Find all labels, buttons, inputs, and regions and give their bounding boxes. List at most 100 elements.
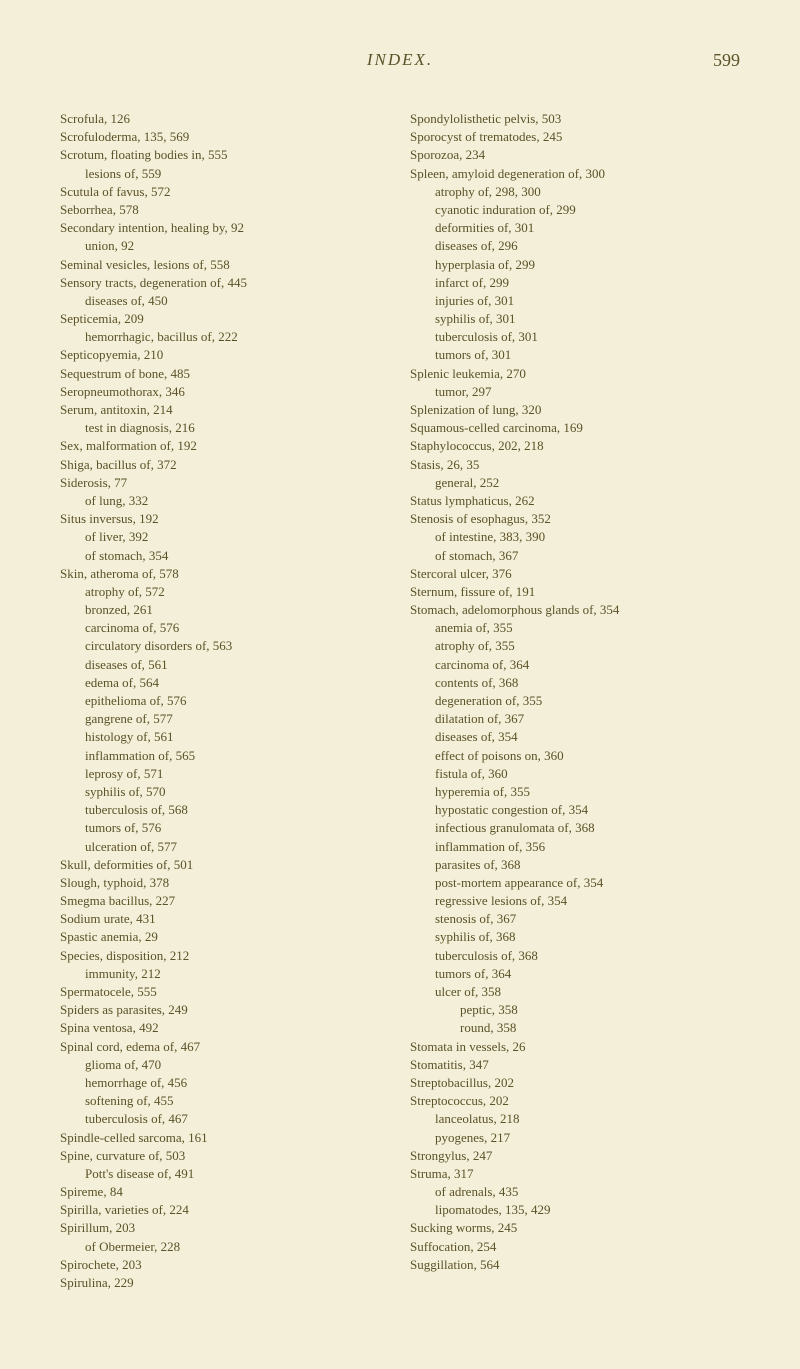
index-entry: hemorrhagic, bacillus of, 222 bbox=[60, 328, 390, 346]
index-entry: Spireme, 84 bbox=[60, 1183, 390, 1201]
index-entry: hypostatic congestion of, 354 bbox=[410, 801, 740, 819]
index-entry: Scutula of favus, 572 bbox=[60, 183, 390, 201]
index-entry: Sporocyst of trematodes, 245 bbox=[410, 128, 740, 146]
index-entry: contents of, 368 bbox=[410, 674, 740, 692]
index-entry: Shiga, bacillus of, 372 bbox=[60, 456, 390, 474]
index-entry: lesions of, 559 bbox=[60, 165, 390, 183]
index-entry: ulceration of, 577 bbox=[60, 838, 390, 856]
index-entry: Sucking worms, 245 bbox=[410, 1219, 740, 1237]
index-entry: Streptococcus, 202 bbox=[410, 1092, 740, 1110]
index-entry: Spiders as parasites, 249 bbox=[60, 1001, 390, 1019]
index-entry: Scrofula, 126 bbox=[60, 110, 390, 128]
index-entry: stenosis of, 367 bbox=[410, 910, 740, 928]
index-entry: carcinoma of, 364 bbox=[410, 656, 740, 674]
index-entry: epithelioma of, 576 bbox=[60, 692, 390, 710]
index-entry: effect of poisons on, 360 bbox=[410, 747, 740, 765]
index-entry: leprosy of, 571 bbox=[60, 765, 390, 783]
index-entry: Spine, curvature of, 503 bbox=[60, 1147, 390, 1165]
index-entry: anemia of, 355 bbox=[410, 619, 740, 637]
index-entry: atrophy of, 355 bbox=[410, 637, 740, 655]
index-entry: Spondylolisthetic pelvis, 503 bbox=[410, 110, 740, 128]
index-entry: Sternum, fissure of, 191 bbox=[410, 583, 740, 601]
index-columns: Scrofula, 126Scrofuloderma, 135, 569Scro… bbox=[60, 110, 740, 1292]
index-entry: Smegma bacillus, 227 bbox=[60, 892, 390, 910]
index-entry: injuries of, 301 bbox=[410, 292, 740, 310]
index-entry: Squamous-celled carcinoma, 169 bbox=[410, 419, 740, 437]
index-entry: Spindle-celled sarcoma, 161 bbox=[60, 1129, 390, 1147]
index-entry: of liver, 392 bbox=[60, 528, 390, 546]
index-entry: Spastic anemia, 29 bbox=[60, 928, 390, 946]
right-column: Spondylolisthetic pelvis, 503Sporocyst o… bbox=[410, 110, 740, 1292]
index-entry: Seropneumothorax, 346 bbox=[60, 383, 390, 401]
index-entry: Sporozoa, 234 bbox=[410, 146, 740, 164]
index-entry: dilatation of, 367 bbox=[410, 710, 740, 728]
index-entry: Stomatitis, 347 bbox=[410, 1056, 740, 1074]
index-entry: atrophy of, 572 bbox=[60, 583, 390, 601]
page-number: 599 bbox=[713, 50, 740, 71]
index-entry: Splenic leukemia, 270 bbox=[410, 365, 740, 383]
index-entry: inflammation of, 356 bbox=[410, 838, 740, 856]
index-entry: tuberculosis of, 301 bbox=[410, 328, 740, 346]
index-entry: union, 92 bbox=[60, 237, 390, 255]
index-entry: Septicopyemia, 210 bbox=[60, 346, 390, 364]
index-entry: syphilis of, 570 bbox=[60, 783, 390, 801]
index-entry: round, 358 bbox=[410, 1019, 740, 1037]
index-entry: Slough, typhoid, 378 bbox=[60, 874, 390, 892]
index-entry: Spleen, amyloid degeneration of, 300 bbox=[410, 165, 740, 183]
index-entry: Species, disposition, 212 bbox=[60, 947, 390, 965]
index-entry: Skull, deformities of, 501 bbox=[60, 856, 390, 874]
index-entry: of intestine, 383, 390 bbox=[410, 528, 740, 546]
index-entry: Strongylus, 247 bbox=[410, 1147, 740, 1165]
index-entry: Seborrhea, 578 bbox=[60, 201, 390, 219]
index-entry: histology of, 561 bbox=[60, 728, 390, 746]
index-entry: edema of, 564 bbox=[60, 674, 390, 692]
index-entry: fistula of, 360 bbox=[410, 765, 740, 783]
index-entry: deformities of, 301 bbox=[410, 219, 740, 237]
index-entry: Sex, malformation of, 192 bbox=[60, 437, 390, 455]
index-entry: hyperemia of, 355 bbox=[410, 783, 740, 801]
index-entry: tumors of, 364 bbox=[410, 965, 740, 983]
index-entry: Stomata in vessels, 26 bbox=[410, 1038, 740, 1056]
index-entry: tuberculosis of, 467 bbox=[60, 1110, 390, 1128]
index-entry: Stenosis of esophagus, 352 bbox=[410, 510, 740, 528]
index-entry: Spirulina, 229 bbox=[60, 1274, 390, 1292]
index-entry: lanceolatus, 218 bbox=[410, 1110, 740, 1128]
index-entry: parasites of, 368 bbox=[410, 856, 740, 874]
index-entry: immunity, 212 bbox=[60, 965, 390, 983]
index-entry: diseases of, 296 bbox=[410, 237, 740, 255]
index-entry: Spinal cord, edema of, 467 bbox=[60, 1038, 390, 1056]
index-entry: tuberculosis of, 568 bbox=[60, 801, 390, 819]
index-entry: Pott's disease of, 491 bbox=[60, 1165, 390, 1183]
index-entry: Struma, 317 bbox=[410, 1165, 740, 1183]
index-entry: Sequestrum of bone, 485 bbox=[60, 365, 390, 383]
index-entry: inflammation of, 565 bbox=[60, 747, 390, 765]
index-entry: Spirillum, 203 bbox=[60, 1219, 390, 1237]
index-entry: Stasis, 26, 35 bbox=[410, 456, 740, 474]
index-entry: tuberculosis of, 368 bbox=[410, 947, 740, 965]
index-entry: Secondary intention, healing by, 92 bbox=[60, 219, 390, 237]
index-entry: atrophy of, 298, 300 bbox=[410, 183, 740, 201]
index-entry: pyogenes, 217 bbox=[410, 1129, 740, 1147]
index-entry: Status lymphaticus, 262 bbox=[410, 492, 740, 510]
index-entry: Septicemia, 209 bbox=[60, 310, 390, 328]
index-entry: hyperplasia of, 299 bbox=[410, 256, 740, 274]
index-entry: gangrene of, 577 bbox=[60, 710, 390, 728]
index-entry: carcinoma of, 576 bbox=[60, 619, 390, 637]
header-title: INDEX. bbox=[367, 50, 433, 70]
index-entry: Spermatocele, 555 bbox=[60, 983, 390, 1001]
index-entry: hemorrhage of, 456 bbox=[60, 1074, 390, 1092]
index-entry: degeneration of, 355 bbox=[410, 692, 740, 710]
index-entry: peptic, 358 bbox=[410, 1001, 740, 1019]
index-entry: diseases of, 354 bbox=[410, 728, 740, 746]
index-entry: Suffocation, 254 bbox=[410, 1238, 740, 1256]
index-entry: Skin, atheroma of, 578 bbox=[60, 565, 390, 583]
index-entry: Sodium urate, 431 bbox=[60, 910, 390, 928]
index-entry: Stercoral ulcer, 376 bbox=[410, 565, 740, 583]
left-column: Scrofula, 126Scrofuloderma, 135, 569Scro… bbox=[60, 110, 390, 1292]
index-entry: Sensory tracts, degeneration of, 445 bbox=[60, 274, 390, 292]
index-entry: Situs inversus, 192 bbox=[60, 510, 390, 528]
index-entry: infarct of, 299 bbox=[410, 274, 740, 292]
index-entry: Streptobacillus, 202 bbox=[410, 1074, 740, 1092]
index-entry: tumors of, 576 bbox=[60, 819, 390, 837]
index-entry: diseases of, 450 bbox=[60, 292, 390, 310]
